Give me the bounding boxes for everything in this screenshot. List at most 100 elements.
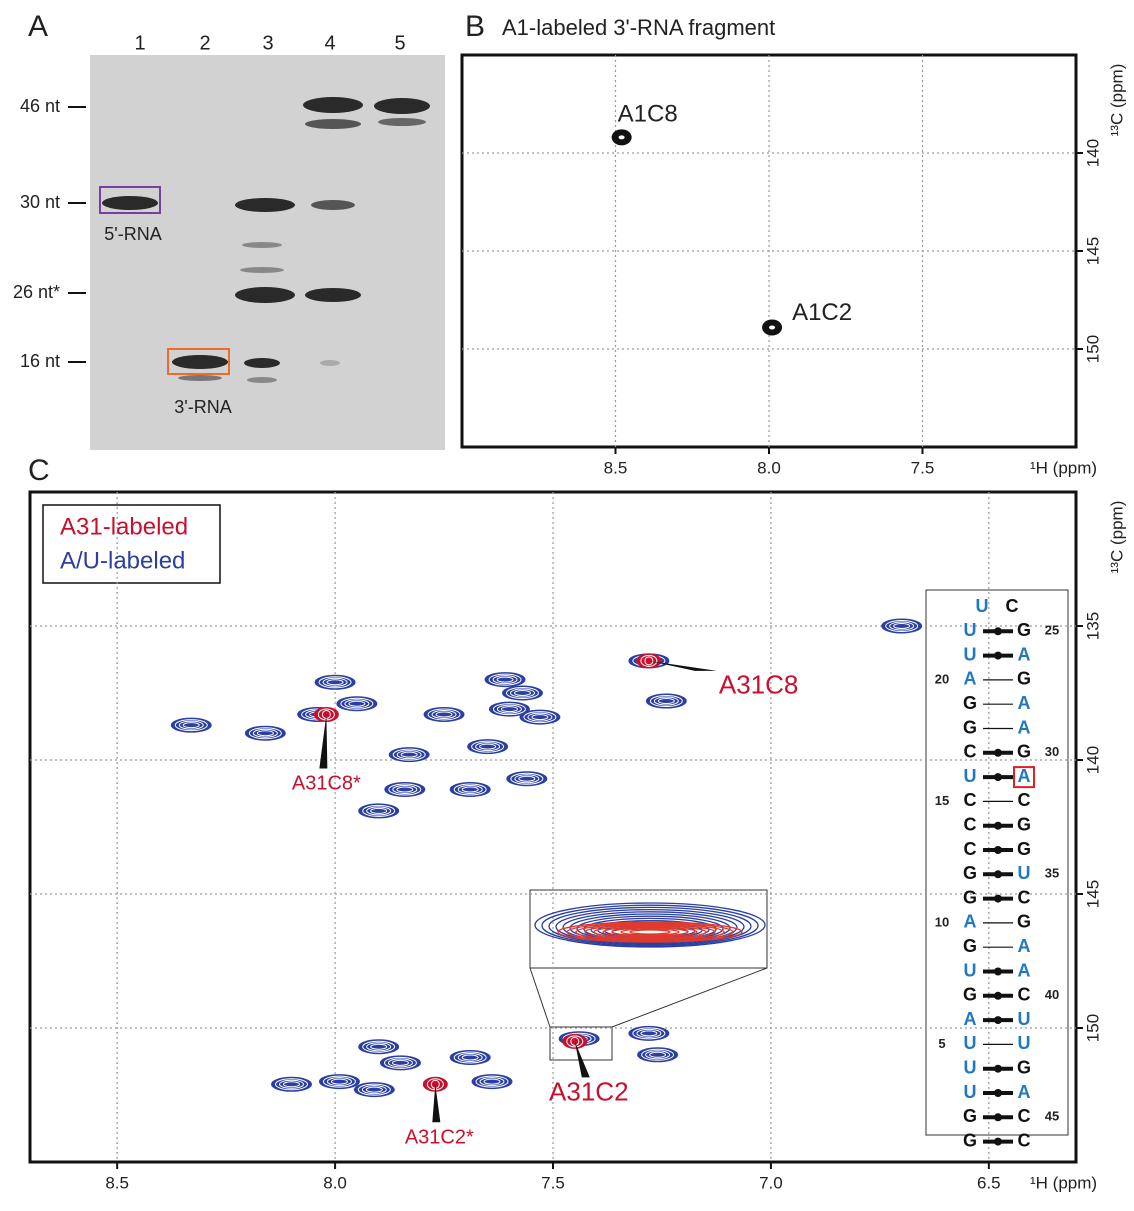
contour — [245, 726, 285, 740]
contour — [882, 619, 922, 633]
contour — [337, 697, 377, 711]
lane-label: 1 — [134, 32, 145, 54]
nucleotide: G — [963, 936, 977, 956]
peak — [472, 1075, 512, 1089]
contour — [450, 1050, 490, 1064]
position-number: 25 — [1045, 623, 1059, 638]
nucleotide: U — [964, 1057, 977, 1077]
peak — [337, 697, 377, 711]
nucleotide: U — [964, 1033, 977, 1053]
nucleotide: G — [1017, 912, 1031, 932]
size-marker: 30 nt — [20, 192, 60, 212]
contour — [380, 1056, 420, 1070]
peak — [468, 740, 508, 754]
contour — [385, 782, 425, 796]
contour — [502, 686, 542, 700]
panel-letter: B — [465, 10, 485, 43]
bond-dot — [994, 1016, 1002, 1024]
contour — [424, 707, 464, 721]
peak — [272, 1077, 312, 1091]
lane-label: 5 — [394, 32, 405, 54]
nucleotide: A — [964, 669, 977, 689]
contour — [272, 1077, 312, 1091]
nucleotide: U — [964, 766, 977, 786]
legend-entry: A31-labeled — [60, 513, 188, 540]
bond-dot — [994, 822, 1002, 830]
lane-label: 2 — [199, 32, 210, 54]
peak-label: A1C8 — [618, 101, 678, 128]
peak-label: A31C2 — [549, 1076, 629, 1106]
nucleotide: G — [963, 887, 977, 907]
y-tick-label: 145 — [1083, 237, 1102, 265]
contour — [354, 1083, 394, 1097]
size-marker: 46 nt — [20, 96, 60, 116]
nucleotide: C — [964, 839, 977, 859]
peak — [450, 1050, 490, 1064]
nucleotide: C — [964, 742, 977, 762]
nucleotide: A — [1018, 644, 1031, 664]
nucleotide: A — [1018, 766, 1031, 786]
position-number: 35 — [1045, 866, 1059, 881]
lane-label: 3 — [262, 32, 273, 54]
contour — [359, 1040, 399, 1054]
position-number: 40 — [1045, 987, 1059, 1002]
contour — [638, 1048, 678, 1062]
nucleotide: U — [964, 960, 977, 980]
nucleotide: U — [1018, 1009, 1031, 1029]
contour — [646, 694, 686, 708]
x-tick-label: 8.0 — [757, 458, 781, 477]
peak — [507, 772, 547, 786]
nucleotide: A — [1018, 1082, 1031, 1102]
nucleotide: G — [963, 717, 977, 737]
nucleotide: A — [1018, 960, 1031, 980]
peak — [319, 1075, 359, 1089]
nucleotide: C — [964, 814, 977, 834]
position-number: 30 — [1045, 744, 1059, 759]
y-tick-label: 135 — [1083, 612, 1102, 640]
legend-entry: A/U-labeled — [60, 547, 185, 574]
position-number: 45 — [1045, 1109, 1059, 1124]
bond-dot — [994, 968, 1002, 976]
peak — [882, 619, 922, 633]
pointer — [319, 714, 327, 768]
peak — [385, 782, 425, 796]
bond-dot — [994, 773, 1002, 781]
peak — [315, 675, 355, 689]
nucleotide: G — [1017, 742, 1031, 762]
nucleotide: G — [963, 1130, 977, 1150]
bond-dot — [994, 992, 1002, 1000]
y-tick-label: 140 — [1083, 139, 1102, 167]
peak-core — [619, 135, 625, 139]
y-tick-label: 145 — [1083, 880, 1102, 908]
size-marker: 16 nt — [20, 351, 60, 371]
x-tick-label: 8.0 — [323, 1173, 347, 1192]
contour — [319, 1075, 359, 1089]
nucleotide: U — [976, 596, 989, 616]
size-marker: 26 nt* — [13, 282, 60, 302]
nucleotide: G — [1017, 620, 1031, 640]
peak — [485, 673, 525, 687]
peak — [359, 1040, 399, 1054]
contour — [520, 710, 560, 724]
nucleotide: U — [964, 1082, 977, 1102]
figure: A 5'-RNA 3'-RNA B A1-labeled 3'-RNA frag… — [0, 0, 1134, 1206]
nucleotide: A — [964, 1009, 977, 1029]
peak-label: A31C8* — [292, 773, 361, 795]
contour — [485, 673, 525, 687]
nucleotide: A — [964, 912, 977, 932]
peak — [359, 804, 399, 818]
peak — [424, 707, 464, 721]
nucleotide: A — [1018, 717, 1031, 737]
contour — [472, 1075, 512, 1089]
bond-dot — [994, 1113, 1002, 1121]
x-tick-label: 6.5 — [977, 1173, 1001, 1192]
bond-dot — [994, 846, 1002, 854]
bond-dot — [994, 652, 1002, 660]
x-tick-label: 7.5 — [541, 1173, 565, 1192]
nucleotide: C — [964, 790, 977, 810]
y-axis-label: ¹³C (ppm) — [1107, 64, 1126, 137]
zoom-connector — [530, 968, 550, 1027]
peak-label: A31C8 — [719, 670, 799, 700]
nucleotide: C — [1018, 887, 1031, 907]
peak-label: A1C2 — [792, 299, 852, 326]
